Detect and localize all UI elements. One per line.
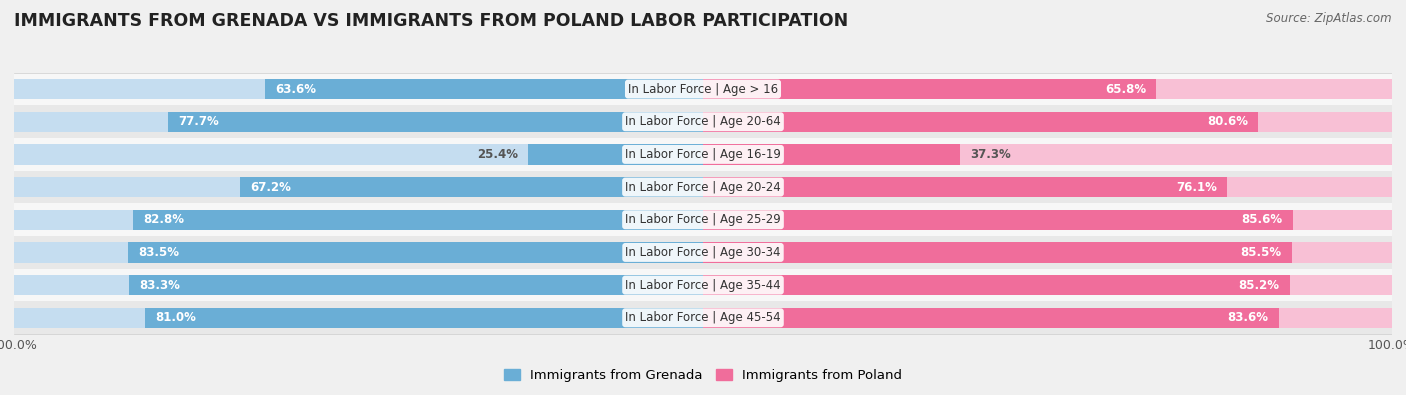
Bar bbox=[14, 275, 703, 295]
Bar bbox=[14, 112, 703, 132]
Bar bbox=[703, 210, 1292, 230]
Text: Source: ZipAtlas.com: Source: ZipAtlas.com bbox=[1267, 12, 1392, 25]
Text: 83.6%: 83.6% bbox=[1227, 311, 1268, 324]
Bar bbox=[167, 112, 703, 132]
Bar bbox=[703, 177, 1392, 197]
Legend: Immigrants from Grenada, Immigrants from Poland: Immigrants from Grenada, Immigrants from… bbox=[499, 364, 907, 387]
Text: In Labor Force | Age > 16: In Labor Force | Age > 16 bbox=[628, 83, 778, 96]
Text: 81.0%: 81.0% bbox=[155, 311, 197, 324]
Bar bbox=[14, 144, 703, 165]
Bar bbox=[529, 144, 703, 165]
Text: 65.8%: 65.8% bbox=[1105, 83, 1146, 96]
Bar bbox=[703, 242, 1392, 263]
Bar bbox=[703, 177, 1227, 197]
Bar bbox=[703, 79, 1392, 99]
Bar bbox=[703, 112, 1258, 132]
Bar bbox=[703, 79, 1156, 99]
Text: 82.8%: 82.8% bbox=[143, 213, 184, 226]
Bar bbox=[129, 275, 703, 295]
Text: In Labor Force | Age 16-19: In Labor Force | Age 16-19 bbox=[626, 148, 780, 161]
Bar bbox=[14, 171, 1392, 203]
Text: 37.3%: 37.3% bbox=[970, 148, 1011, 161]
Text: In Labor Force | Age 20-64: In Labor Force | Age 20-64 bbox=[626, 115, 780, 128]
Text: In Labor Force | Age 25-29: In Labor Force | Age 25-29 bbox=[626, 213, 780, 226]
Text: 67.2%: 67.2% bbox=[250, 181, 291, 194]
Bar bbox=[132, 210, 703, 230]
Text: In Labor Force | Age 45-54: In Labor Force | Age 45-54 bbox=[626, 311, 780, 324]
Text: 85.5%: 85.5% bbox=[1240, 246, 1282, 259]
Bar bbox=[703, 275, 1392, 295]
Bar bbox=[703, 308, 1279, 328]
Text: In Labor Force | Age 20-24: In Labor Force | Age 20-24 bbox=[626, 181, 780, 194]
Bar bbox=[14, 301, 1392, 334]
Text: IMMIGRANTS FROM GRENADA VS IMMIGRANTS FROM POLAND LABOR PARTICIPATION: IMMIGRANTS FROM GRENADA VS IMMIGRANTS FR… bbox=[14, 12, 848, 30]
Text: 83.5%: 83.5% bbox=[138, 246, 179, 259]
Bar bbox=[703, 242, 1292, 263]
Bar bbox=[703, 308, 1392, 328]
Bar bbox=[14, 177, 703, 197]
Bar bbox=[14, 73, 1392, 105]
Text: 85.6%: 85.6% bbox=[1241, 213, 1282, 226]
Text: In Labor Force | Age 35-44: In Labor Force | Age 35-44 bbox=[626, 278, 780, 292]
Bar bbox=[264, 79, 703, 99]
Text: 63.6%: 63.6% bbox=[276, 83, 316, 96]
Bar bbox=[14, 210, 703, 230]
Bar bbox=[14, 203, 1392, 236]
Text: 83.3%: 83.3% bbox=[139, 278, 180, 292]
Bar bbox=[14, 308, 703, 328]
Text: In Labor Force | Age 30-34: In Labor Force | Age 30-34 bbox=[626, 246, 780, 259]
Bar bbox=[14, 242, 703, 263]
Bar bbox=[14, 105, 1392, 138]
Bar bbox=[145, 308, 703, 328]
Bar bbox=[703, 144, 1392, 165]
Bar bbox=[703, 275, 1289, 295]
Text: 77.7%: 77.7% bbox=[179, 115, 219, 128]
Bar bbox=[14, 236, 1392, 269]
Bar bbox=[14, 269, 1392, 301]
Text: 85.2%: 85.2% bbox=[1239, 278, 1279, 292]
Bar bbox=[703, 112, 1392, 132]
Text: 76.1%: 76.1% bbox=[1175, 181, 1218, 194]
Text: 25.4%: 25.4% bbox=[477, 148, 517, 161]
Bar bbox=[128, 242, 703, 263]
Bar bbox=[14, 138, 1392, 171]
Text: 80.6%: 80.6% bbox=[1206, 115, 1249, 128]
Bar bbox=[703, 144, 960, 165]
Bar bbox=[14, 79, 703, 99]
Bar bbox=[703, 210, 1392, 230]
Bar bbox=[240, 177, 703, 197]
